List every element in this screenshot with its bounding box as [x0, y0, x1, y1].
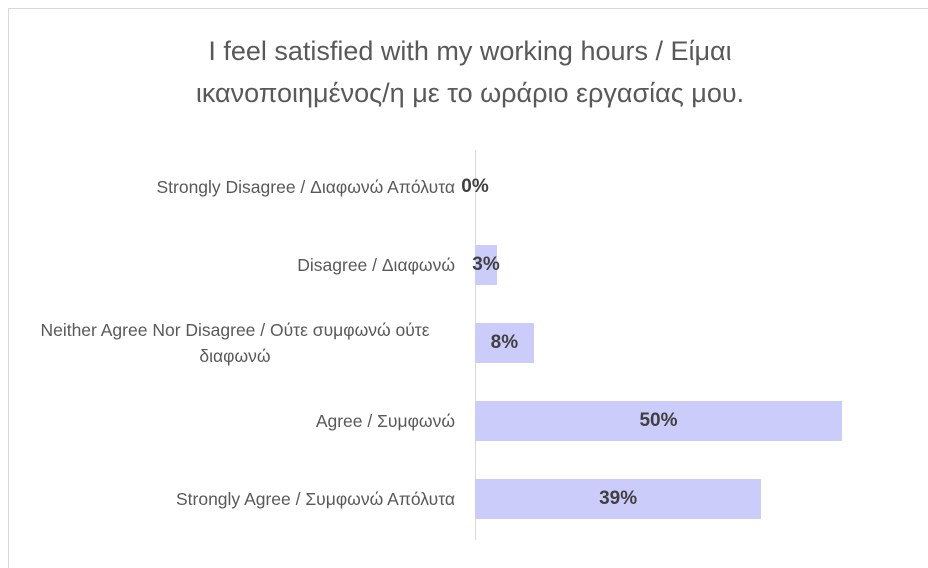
category-label: Agree / Συμφωνώ — [315, 411, 455, 431]
chart-frame — [8, 8, 928, 568]
data-label: 50% — [639, 410, 678, 431]
category-label-box: Neither Agree Nor Disagree / Ούτε συμφων… — [5, 304, 455, 382]
category-label-box: Agree / Συμφωνώ — [5, 382, 455, 460]
bar — [475, 401, 842, 441]
data-label: 8% — [490, 332, 519, 353]
data-label: 39% — [599, 488, 638, 509]
category-label: Strongly Disagree / Διαφωνώ Απόλυτα — [156, 177, 455, 197]
category-label: Disagree / Διαφωνώ — [297, 255, 455, 275]
category-label-box: Strongly Disagree / Διαφωνώ Απόλυτα — [5, 148, 455, 226]
bar — [475, 323, 534, 363]
category-label-box: Strongly Agree / Συμφωνώ Απόλυτα — [5, 460, 455, 538]
data-label: 3% — [472, 254, 500, 275]
category-label: Strongly Agree / Συμφωνώ Απόλυτα — [175, 489, 455, 509]
category-label: Neither Agree Nor Disagree / Ούτε συμφων… — [40, 320, 430, 366]
chart-title: I feel satisfied with my working hours /… — [195, 36, 745, 108]
data-label: 0% — [461, 176, 489, 197]
bar — [475, 479, 762, 519]
bar — [475, 245, 498, 285]
category-label-box: Disagree / Διαφωνώ — [5, 226, 455, 304]
